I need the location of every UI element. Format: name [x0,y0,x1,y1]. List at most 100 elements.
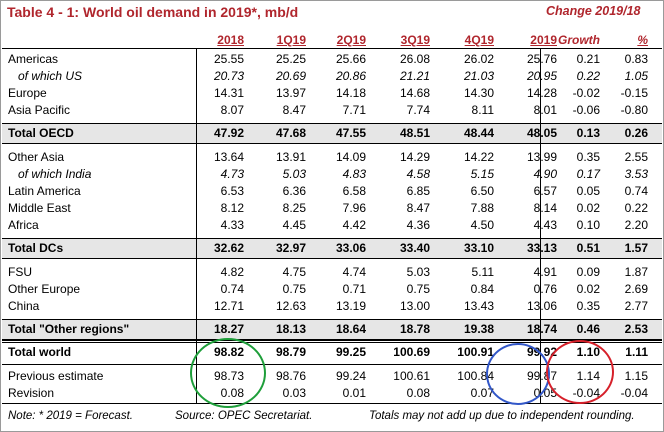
cell-3q19: 0.75 [406,282,430,296]
row-divider [2,143,662,144]
row-label: Previous estimate [8,369,104,383]
cell-2018: 32.62 [213,241,244,255]
cell-3q19: 8.47 [406,201,430,215]
row-divider [2,342,662,343]
cell-2018: 25.55 [213,52,244,66]
row-label: Total world [8,345,72,359]
cell-growth: 0.22 [576,69,600,83]
cell-4q19: 100.84 [457,369,494,383]
table-row: FSU 4.82 4.75 4.74 5.03 5.11 4.91 0.09 1.87 [0,265,664,282]
highlight-circle-blue [486,343,550,405]
cell-2q19: 33.06 [335,241,366,255]
cell-3q19: 14.68 [399,86,430,100]
cell-1q19: 98.76 [275,369,306,383]
cell-1q19: 8.25 [282,201,306,215]
cell-pct: 1.87 [624,265,648,279]
cell-2019: 4.91 [533,265,557,279]
cell-growth: 0.09 [576,265,600,279]
column-header-2019: 2019 [530,33,557,47]
cell-pct: -0.15 [620,86,648,100]
cell-pct: 2.20 [624,218,648,232]
table-row: Total DCs 32.62 32.97 33.06 33.40 33.10 33.13 0… [0,241,664,258]
row-divider [2,364,662,365]
table-row: Other Asia 13.64 13.91 14.09 14.29 14.22 13.99… [0,150,664,167]
row-label: Africa [8,218,39,232]
cell-3q19: 5.03 [406,265,430,279]
cell-1q19: 47.68 [275,126,306,140]
cell-4q19: 8.11 [471,103,494,117]
cell-growth: 0.35 [576,150,600,164]
row-divider [2,123,662,124]
cell-2q19: 18.64 [335,322,366,336]
cell-1q19: 0.75 [282,282,306,296]
cell-4q19: 6.50 [470,184,494,198]
cell-2019: 14.28 [526,86,557,100]
cell-1q19: 6.36 [282,184,306,198]
cell-1q19: 25.25 [275,52,306,66]
table-row: China 12.71 12.63 13.19 13.00 13.43 13.06 0.35 2… [0,299,664,316]
row-label: Latin America [8,184,81,198]
row-label: Total OECD [8,126,74,140]
table-row: Americas 25.55 25.25 25.66 26.08 26.02 25.76 0.… [0,52,664,69]
cell-1q19: 8.47 [282,103,306,117]
row-divider [2,238,662,239]
cell-2018: 20.73 [213,69,244,83]
cell-2018: 8.12 [220,201,244,215]
cell-1q19: 12.63 [275,299,306,313]
cell-growth: 0.51 [576,241,600,255]
cell-2018: 12.71 [213,299,244,313]
row-divider [2,48,662,49]
column-header-pct: % [637,33,648,47]
table-row: Africa 4.33 4.45 4.42 4.36 4.50 4.43 0.10 2.20 [0,218,664,235]
cell-3q19: 100.61 [393,369,430,383]
cell-2q19: 6.58 [342,184,366,198]
cell-growth: -0.02 [572,86,600,100]
cell-4q19: 14.30 [463,86,494,100]
cell-4q19: 26.02 [463,52,494,66]
row-label: of which US [18,69,83,83]
cell-pct: 2.69 [624,282,648,296]
cell-2q19: 7.71 [342,103,366,117]
cell-2019: 4.90 [533,167,557,181]
cell-pct: 2.77 [624,299,648,313]
column-divider [196,48,197,404]
cell-4q19: 5.11 [471,265,494,279]
cell-1q19: 98.79 [275,345,306,359]
row-label: Europe [8,86,47,100]
cell-4q19: 4.50 [470,218,494,232]
cell-2019: 48.05 [526,126,557,140]
cell-1q19: 18.13 [275,322,306,336]
cell-4q19: 14.22 [463,150,494,164]
cell-pct: 1.11 [625,345,648,359]
cell-growth: 0.13 [576,126,600,140]
cell-growth: 0.02 [576,282,600,296]
cell-pct: -0.80 [620,103,648,117]
highlight-circle-green [190,338,266,408]
cell-3q19: 4.58 [406,167,430,181]
cell-3q19: 13.00 [399,299,430,313]
cell-1q19: 0.03 [282,386,306,400]
cell-growth: 0.10 [576,218,600,232]
cell-2018: 18.27 [213,322,244,336]
note-rounding: Totals may not add up due to independent… [369,410,635,422]
cell-pct: 2.53 [624,322,648,336]
row-divider [2,319,662,320]
cell-2019: 33.13 [526,241,557,255]
cell-2q19: 25.66 [335,52,366,66]
cell-1q19: 13.91 [275,150,306,164]
cell-2019: 20.95 [526,69,557,83]
row-label: FSU [8,265,32,279]
table-title: Table 4 - 1: World oil demand in 2019*, … [7,4,299,20]
cell-2q19: 13.19 [335,299,366,313]
cell-2q19: 47.55 [335,126,366,140]
cell-pct: 2.55 [624,150,648,164]
cell-3q19: 7.74 [406,103,430,117]
column-header-2q19: 2Q19 [336,33,366,47]
cell-pct: -0.04 [620,386,648,400]
cell-2q19: 14.09 [335,150,366,164]
note-source: Source: OPEC Secretariat. [175,410,313,422]
table-row: Europe 14.31 13.97 14.18 14.68 14.30 14.28 -0.0… [0,86,664,103]
cell-1q19: 4.45 [282,218,306,232]
cell-4q19: 0.84 [470,282,494,296]
cell-pct: 1.05 [624,69,648,83]
